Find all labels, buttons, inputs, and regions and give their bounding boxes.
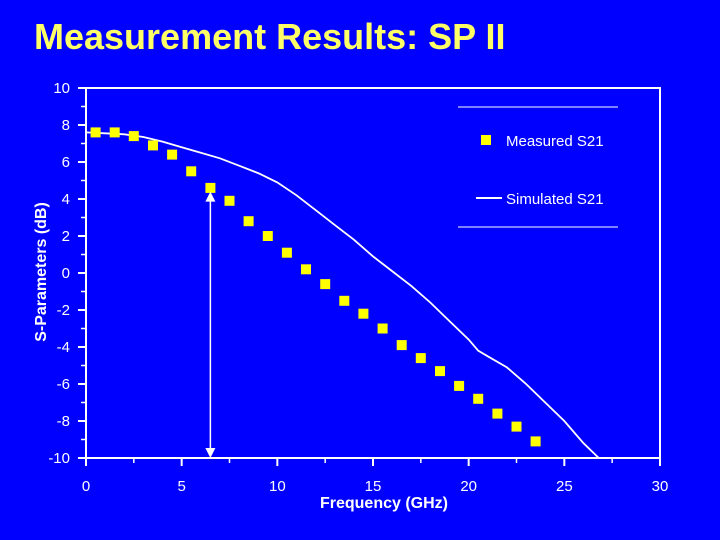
x-tick-label: 30 bbox=[652, 478, 669, 495]
measured-s21-point bbox=[128, 131, 139, 142]
measured-s21-point bbox=[511, 421, 522, 432]
measured-s21-point bbox=[339, 295, 350, 306]
measured-s21-point bbox=[186, 166, 197, 177]
simulated-s21-series bbox=[85, 131, 600, 459]
slide-title: Measurement Results: SP II bbox=[34, 16, 506, 57]
x-tick-label: 10 bbox=[269, 478, 286, 495]
y-tick-label: 4 bbox=[62, 191, 70, 208]
measured-s21-series bbox=[90, 127, 541, 447]
y-tick-label: -8 bbox=[57, 413, 70, 430]
measured-s21-point bbox=[530, 436, 541, 447]
measured-s21-point bbox=[492, 408, 503, 419]
x-tick-label: 15 bbox=[365, 478, 382, 495]
y-tick-label: -4 bbox=[57, 339, 70, 356]
y-axis-ticks: 10 8 6 4 2 0 -2 -4 -6 -8 -10 bbox=[48, 80, 86, 467]
legend-measured-marker bbox=[481, 135, 491, 145]
measured-s21-point bbox=[377, 323, 388, 334]
legend-measured-label: Measured S21 bbox=[506, 133, 604, 150]
y-tick-label: 6 bbox=[62, 154, 70, 171]
y-axis-label: S-Parameters (dB) bbox=[33, 202, 50, 342]
y-tick-label: 8 bbox=[62, 117, 70, 134]
measured-s21-point bbox=[281, 247, 292, 258]
measured-s21-point bbox=[243, 216, 254, 227]
x-tick-label: 5 bbox=[177, 478, 185, 495]
x-axis-ticks: 0 5 10 15 20 25 30 bbox=[82, 458, 669, 495]
x-tick-label: 0 bbox=[82, 478, 90, 495]
y-tick-label: -6 bbox=[57, 376, 70, 393]
y-tick-label: 10 bbox=[53, 80, 70, 97]
measured-s21-point bbox=[224, 195, 235, 206]
measured-s21-point bbox=[148, 140, 158, 151]
x-tick-label: 25 bbox=[556, 478, 573, 495]
legend: Measured S21 Simulated S21 bbox=[458, 106, 618, 228]
y-tick-label: 0 bbox=[62, 265, 70, 282]
x-tick-label: 20 bbox=[460, 478, 477, 495]
simulated-s21-line bbox=[85, 131, 600, 459]
measured-s21-point bbox=[415, 353, 426, 364]
y-tick-label: 2 bbox=[62, 228, 70, 245]
measured-s21-point bbox=[109, 127, 120, 138]
measured-s21-point bbox=[435, 366, 445, 377]
arrow-head-bottom bbox=[205, 448, 216, 458]
x-axis-label: Frequency (GHz) bbox=[320, 495, 448, 512]
measured-s21-point bbox=[473, 393, 484, 404]
measured-s21-point bbox=[454, 380, 465, 391]
measured-s21-point bbox=[396, 340, 407, 351]
measured-s21-point bbox=[358, 308, 369, 319]
attenuation-arrow bbox=[205, 191, 216, 458]
measured-s21-point bbox=[262, 231, 273, 241]
y-tick-label: -2 bbox=[57, 302, 70, 319]
measured-s21-point bbox=[205, 182, 216, 193]
measured-s21-point bbox=[301, 264, 311, 275]
measured-s21-point bbox=[167, 149, 178, 160]
arrow-head-top bbox=[205, 191, 216, 202]
legend-simulated-label: Simulated S21 bbox=[506, 191, 604, 208]
y-tick-label: -10 bbox=[48, 450, 70, 467]
measured-s21-point bbox=[90, 127, 101, 138]
measured-s21-point bbox=[320, 279, 331, 290]
